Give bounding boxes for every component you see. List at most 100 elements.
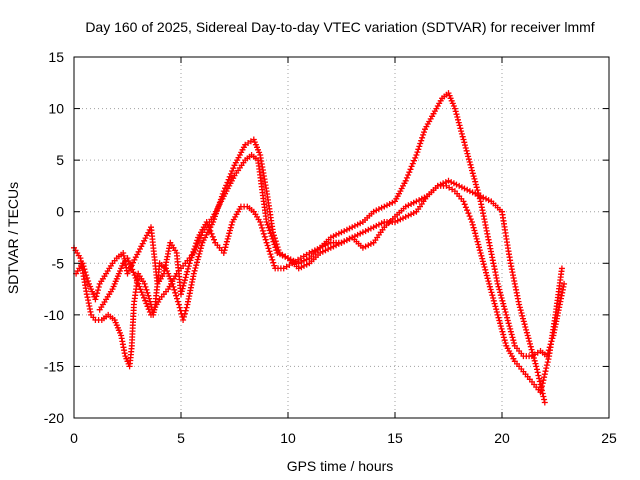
data-point-marker	[319, 243, 326, 250]
data-point-marker	[500, 334, 507, 341]
data-point-marker	[183, 304, 190, 311]
data-point-marker	[261, 233, 268, 240]
y-tick-label: -10	[44, 307, 64, 323]
data-point-marker	[265, 224, 272, 231]
data-point-marker	[190, 250, 197, 256]
x-tick-label: 15	[387, 430, 403, 446]
data-point-marker	[483, 272, 490, 279]
data-point-marker	[183, 271, 190, 278]
data-point-marker	[501, 337, 508, 344]
data-point-marker	[464, 207, 471, 214]
data-point-marker	[469, 167, 475, 174]
data-point-marker	[126, 260, 133, 267]
y-tick-label: 10	[48, 101, 64, 117]
data-point-marker	[271, 241, 278, 248]
data-point-marker	[181, 280, 188, 286]
data-point-marker	[227, 224, 234, 231]
data-point-marker	[490, 297, 497, 304]
data-point-marker	[492, 303, 499, 310]
data-point-marker	[226, 173, 233, 180]
data-point-marker	[282, 253, 289, 260]
data-point-marker	[85, 278, 92, 284]
data-point-marker	[494, 311, 501, 318]
data-point-marker	[497, 320, 504, 327]
data-point-marker	[362, 228, 369, 235]
data-point-marker	[349, 224, 356, 231]
data-point-marker	[453, 181, 460, 188]
data-point-marker	[413, 198, 420, 205]
data-point-marker	[507, 325, 514, 332]
data-point-marker	[349, 234, 356, 241]
data-point-marker	[274, 250, 281, 256]
data-point-marker	[448, 179, 455, 186]
data-point-marker	[455, 116, 461, 123]
data-point-marker	[128, 263, 134, 270]
data-point-marker	[456, 122, 463, 129]
data-point-marker	[530, 352, 537, 359]
data-point-marker	[197, 235, 203, 242]
data-point-marker	[456, 182, 463, 189]
y-tick-label: 5	[56, 152, 64, 168]
data-point-marker	[486, 280, 493, 287]
data-point-marker	[471, 227, 478, 234]
data-point-marker	[394, 217, 401, 224]
data-point-marker	[451, 105, 458, 112]
data-point-marker	[516, 304, 523, 311]
data-point-marker	[461, 201, 468, 208]
data-point-marker	[466, 159, 473, 165]
data-point-marker	[542, 368, 549, 375]
data-point-marker	[485, 236, 492, 243]
data-point-marker	[475, 241, 482, 248]
data-point-marker	[527, 340, 533, 347]
data-point-marker	[544, 359, 551, 366]
data-point-marker	[503, 311, 510, 318]
data-point-marker	[263, 219, 270, 225]
data-point-marker	[541, 371, 548, 378]
data-point-marker	[526, 338, 533, 345]
data-point-marker	[226, 230, 233, 237]
data-point-marker	[129, 266, 136, 273]
data-point-marker	[470, 173, 477, 180]
data-point-marker	[193, 244, 200, 251]
series-trace-2	[73, 90, 568, 360]
data-point-marker	[260, 230, 267, 237]
data-point-marker	[327, 244, 334, 251]
data-point-marker	[359, 229, 366, 236]
data-point-marker	[93, 293, 100, 300]
data-point-marker	[206, 224, 213, 231]
data-point-marker	[264, 221, 271, 228]
y-tick-label: -5	[52, 255, 65, 271]
data-point-marker	[477, 250, 484, 256]
data-point-marker	[522, 324, 529, 330]
data-point-marker	[491, 300, 498, 307]
data-point-marker	[516, 301, 523, 308]
data-point-marker	[223, 238, 230, 245]
data-point-marker	[357, 220, 364, 227]
data-point-marker	[462, 142, 468, 149]
data-point-marker	[472, 178, 479, 185]
data-point-marker	[367, 225, 374, 232]
data-point-marker	[501, 306, 508, 313]
data-point-marker	[518, 310, 525, 316]
data-point-marker	[79, 260, 86, 267]
data-point-marker	[497, 292, 504, 299]
data-point-marker	[367, 240, 374, 247]
data-point-marker	[511, 340, 518, 346]
y-axis-title: SDTVAR / TECUs	[5, 182, 21, 294]
data-point-marker	[473, 235, 480, 242]
data-point-marker	[341, 238, 348, 245]
data-point-marker	[458, 130, 465, 137]
data-point-marker	[192, 247, 199, 253]
data-point-marker	[265, 245, 272, 252]
data-point-marker	[192, 265, 199, 271]
data-point-marker	[263, 239, 270, 246]
data-point-marker	[469, 219, 475, 225]
data-point-marker	[225, 233, 232, 240]
data-point-marker	[504, 314, 511, 321]
data-point-marker	[195, 253, 202, 260]
data-point-marker	[125, 258, 132, 264]
data-point-marker	[461, 139, 468, 146]
data-point-marker	[145, 292, 152, 299]
data-point-marker	[476, 247, 483, 254]
